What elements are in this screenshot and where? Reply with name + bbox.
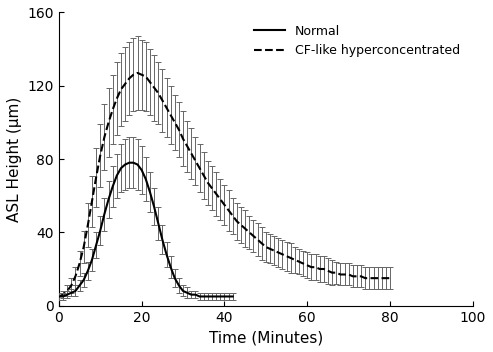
CF-like hyperconcentrated [304, 263, 310, 268]
Normal [97, 228, 103, 233]
Line: CF-like hyperconcentrated: CF-like hyperconcentrated [59, 73, 390, 296]
Normal [230, 294, 236, 298]
CF-like hyperconcentrated [387, 276, 393, 280]
Normal [114, 174, 120, 178]
Normal [102, 212, 107, 216]
Normal [226, 294, 232, 298]
Normal [184, 291, 190, 295]
Normal [135, 162, 141, 166]
Normal [64, 293, 70, 297]
Normal [221, 294, 227, 298]
Normal [93, 243, 99, 247]
Normal [176, 283, 182, 288]
Normal [193, 293, 199, 297]
CF-like hyperconcentrated [346, 272, 352, 277]
Normal [139, 168, 144, 172]
CF-like hyperconcentrated [56, 294, 62, 298]
Normal [209, 294, 215, 298]
Normal [164, 252, 170, 257]
Y-axis label: ASL Height (μm): ASL Height (μm) [7, 96, 22, 222]
Normal [72, 289, 78, 293]
Normal [143, 177, 149, 181]
Normal [168, 265, 174, 269]
Normal [205, 294, 211, 298]
Normal [155, 221, 161, 225]
Normal [126, 161, 132, 165]
Normal [180, 289, 186, 293]
CF-like hyperconcentrated [267, 247, 273, 251]
Line: Normal: Normal [59, 163, 233, 296]
Normal [110, 184, 116, 189]
Legend: Normal, CF-like hyperconcentrated: Normal, CF-like hyperconcentrated [248, 19, 466, 63]
Normal [217, 294, 223, 298]
Normal [69, 291, 74, 295]
Normal [106, 197, 111, 201]
X-axis label: Time (Minutes): Time (Minutes) [209, 330, 323, 345]
Normal [122, 162, 128, 166]
Normal [197, 294, 203, 298]
Normal [188, 293, 194, 297]
Normal [56, 294, 62, 298]
Normal [201, 294, 207, 298]
Normal [118, 166, 124, 170]
Normal [81, 278, 87, 282]
CF-like hyperconcentrated [358, 274, 364, 278]
Normal [147, 190, 153, 194]
Normal [131, 161, 137, 165]
Normal [76, 283, 82, 288]
Normal [172, 276, 178, 280]
CF-like hyperconcentrated [329, 271, 335, 275]
Normal [60, 294, 66, 298]
CF-like hyperconcentrated [135, 71, 141, 75]
CF-like hyperconcentrated [242, 227, 248, 231]
Normal [85, 269, 91, 273]
Normal [151, 205, 157, 209]
Normal [159, 238, 165, 242]
Normal [89, 258, 95, 262]
Normal [213, 294, 219, 298]
